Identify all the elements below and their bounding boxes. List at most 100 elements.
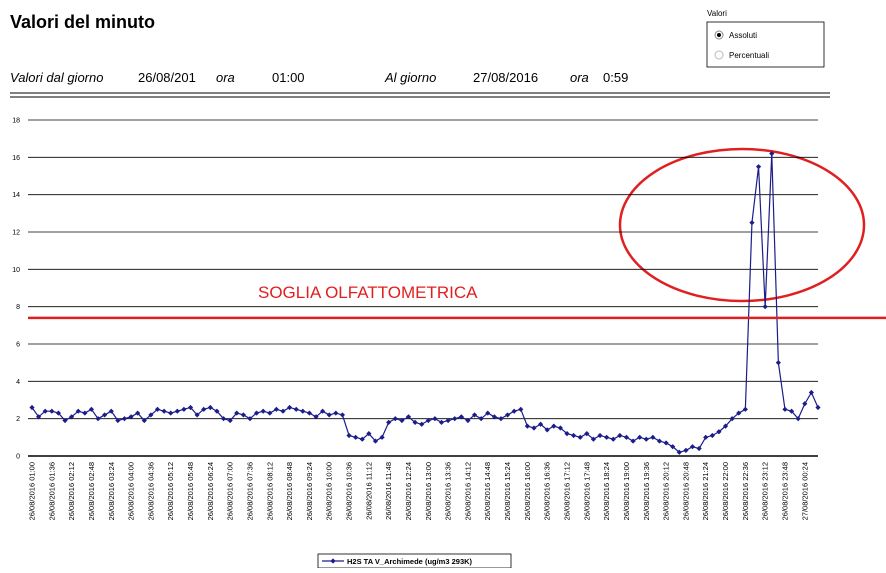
option-label: Assoluti xyxy=(729,31,757,40)
x-tick-label: 26/08/2016 08:48 xyxy=(285,462,294,520)
x-tick-label: 26/08/2016 20:48 xyxy=(681,462,690,520)
data-point xyxy=(755,164,762,170)
option[interactable]: Assoluti xyxy=(714,30,757,40)
data-point xyxy=(240,412,246,418)
y-tick-label: 2 xyxy=(16,416,20,423)
to-date: 27/08/2016 xyxy=(473,70,538,85)
data-point xyxy=(286,404,293,411)
x-tick-label: 26/08/2016 13:00 xyxy=(424,462,433,520)
data-point xyxy=(82,410,88,416)
data-point xyxy=(749,220,755,226)
x-tick-label: 26/08/2016 02:12 xyxy=(67,462,76,520)
data-point xyxy=(306,410,313,416)
data-point xyxy=(154,406,161,412)
data-point xyxy=(75,408,81,414)
data-point xyxy=(141,417,147,424)
data-point xyxy=(498,416,504,422)
y-tick-label: 12 xyxy=(12,230,20,237)
data-point xyxy=(419,421,425,427)
x-tick-label: 26/08/2016 04:00 xyxy=(127,462,136,520)
data-point xyxy=(445,417,451,424)
from-label: Valori dal giorno xyxy=(10,70,103,85)
data-point xyxy=(128,414,134,420)
data-point xyxy=(584,431,590,437)
data-point xyxy=(168,410,174,416)
option[interactable]: Percentuali xyxy=(714,50,769,60)
data-point xyxy=(201,406,207,412)
data-point xyxy=(42,408,48,414)
data-point xyxy=(174,408,180,414)
data-point xyxy=(359,436,365,442)
data-point xyxy=(412,419,418,425)
data-point xyxy=(102,412,108,418)
data-point xyxy=(617,432,623,439)
x-tick-label: 26/08/2016 01:00 xyxy=(28,462,37,520)
data-point xyxy=(716,429,722,435)
data-point xyxy=(267,410,273,416)
data-point xyxy=(346,432,352,439)
data-point xyxy=(604,434,610,440)
from-date: 26/08/201 xyxy=(138,70,196,85)
data-point xyxy=(207,404,213,411)
data-point xyxy=(736,410,742,416)
data-point xyxy=(293,406,299,412)
data-point xyxy=(161,408,167,414)
data-point xyxy=(405,414,412,420)
data-point xyxy=(379,434,385,440)
data-point xyxy=(544,427,550,433)
data-point xyxy=(676,449,682,455)
data-point xyxy=(478,416,484,422)
x-tick-label: 26/08/2016 16:36 xyxy=(543,462,552,520)
x-tick-label: 26/08/2016 13:36 xyxy=(444,462,453,520)
x-tick-label: 26/08/2016 19:00 xyxy=(622,462,631,520)
x-tick-label: 26/08/2016 10:00 xyxy=(325,462,334,520)
x-tick-label: 26/08/2016 10:36 xyxy=(345,462,354,520)
x-tick-label: 26/08/2016 02:48 xyxy=(87,462,96,520)
data-point xyxy=(29,404,35,411)
data-point xyxy=(432,416,438,422)
data-point xyxy=(438,419,445,425)
data-point xyxy=(49,408,55,414)
x-tick-label: 26/08/2016 20:12 xyxy=(662,462,671,520)
data-point xyxy=(656,438,663,444)
x-tick-label: 26/08/2016 17:12 xyxy=(563,462,572,520)
data-point xyxy=(280,408,286,414)
x-tick-label: 27/08/2016 00:24 xyxy=(800,462,809,520)
legend-marker xyxy=(330,558,336,564)
data-point xyxy=(623,434,630,440)
data-point xyxy=(353,434,359,440)
data-point xyxy=(148,412,154,418)
data-point xyxy=(590,436,597,442)
data-point xyxy=(670,444,676,450)
data-point xyxy=(181,406,187,412)
data-point xyxy=(709,432,715,439)
x-tick-label: 26/08/2016 21:24 xyxy=(701,462,710,520)
data-point xyxy=(55,410,62,416)
options-box xyxy=(706,21,825,68)
from-time: 01:00 xyxy=(272,70,305,85)
data-point xyxy=(121,416,128,422)
data-point xyxy=(88,406,95,412)
y-tick-label: 10 xyxy=(12,267,20,274)
data-point xyxy=(273,406,279,412)
x-tick-label: 26/08/2016 23:48 xyxy=(780,462,789,520)
y-tick-label: 4 xyxy=(16,379,20,386)
to-time: 0:59 xyxy=(603,70,628,85)
y-tick-label: 14 xyxy=(12,192,20,199)
x-tick-label: 26/08/2016 09:24 xyxy=(305,462,314,520)
data-point xyxy=(557,425,564,431)
option-selected xyxy=(717,33,721,37)
data-point xyxy=(471,412,478,418)
x-tick-label: 26/08/2016 16:00 xyxy=(523,462,532,520)
page-title: Valori del minuto xyxy=(10,12,155,32)
y-tick-label: 0 xyxy=(16,454,20,461)
data-point xyxy=(637,434,643,440)
data-point xyxy=(366,431,372,437)
options-title: Valori xyxy=(707,9,727,18)
x-tick-label: 26/08/2016 05:48 xyxy=(186,462,195,520)
to-label: Al giorno xyxy=(384,70,436,85)
data-point xyxy=(689,444,696,450)
highlight-ellipse xyxy=(618,147,866,303)
x-tick-label: 26/08/2016 01:36 xyxy=(47,462,56,520)
